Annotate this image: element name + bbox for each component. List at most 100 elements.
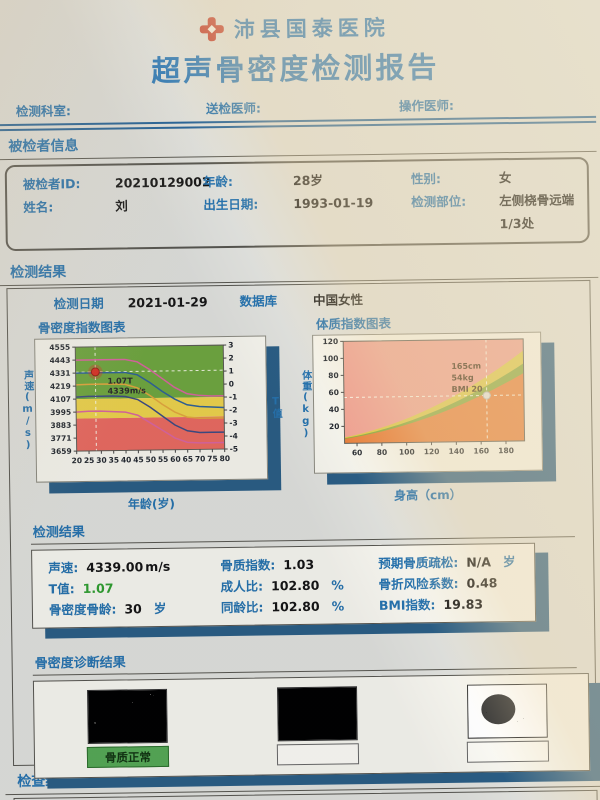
measurement-label: 骨密度骨龄:	[48, 601, 117, 618]
zone-bmi-21	[344, 373, 525, 444]
marker-annotation: 4339m/s	[108, 386, 147, 396]
measurement-label: BMI指数:	[378, 597, 436, 613]
marker-annotation: 54kg	[451, 373, 474, 382]
test-date-label: 检测日期	[53, 295, 104, 312]
measurement-unit: %	[331, 577, 344, 593]
measurement-label: T值:	[48, 581, 75, 597]
tick-label: 4219	[50, 382, 71, 391]
diagnosis-label-empty	[276, 743, 360, 766]
tick-label: 60	[170, 455, 181, 464]
measurement-unit: 岁	[502, 554, 516, 570]
tick-label: 40	[329, 405, 340, 414]
tick-label: -4	[229, 431, 237, 440]
tick-label: 55	[158, 455, 169, 464]
measurement-bmi: BMI指数: 19.83	[379, 593, 535, 616]
patient-info-box: 被检者ID: 20210129002 年龄: 28岁 性别: 女 姓名: 刘 出…	[4, 156, 590, 252]
tick-label: 4331	[50, 369, 71, 378]
data-point-marker	[482, 391, 491, 400]
measurement-label: 声速:	[48, 560, 79, 576]
tick-label: 30	[96, 456, 107, 465]
name-label: 姓名:	[23, 199, 54, 215]
measurement-label: 成人比:	[220, 578, 264, 595]
tick-label: 50	[146, 455, 157, 464]
marker-annotation: BMI 20	[452, 385, 484, 394]
measurement-unit: m/s	[145, 558, 171, 575]
diagnosis-label-empty	[466, 740, 550, 763]
measurement-label: 同龄比:	[220, 599, 264, 616]
bone-texture-osteoporosis-image	[466, 683, 548, 739]
dept-label: 检测科室:	[15, 103, 72, 119]
measurement-bone-index: 骨质指数: 1.03	[220, 553, 378, 576]
marker-annotation: 1.07T	[107, 376, 133, 385]
marker-crosshair-h	[75, 369, 224, 373]
tick-label: 3883	[50, 421, 71, 430]
tick-label: 2	[228, 353, 233, 362]
measurement-value: 19.83	[443, 596, 484, 613]
marker-annotation: 165cm	[451, 362, 481, 371]
zone-osteoporosis	[76, 416, 225, 452]
measurement-adult-ratio: 成人比: 102.80 %	[220, 574, 378, 597]
referrer-label: 送检医师:	[205, 100, 262, 117]
measurement-value: 30	[124, 601, 142, 617]
patient-id-value: 20210129002	[114, 174, 211, 191]
measurement-label: 骨折风险系数:	[378, 575, 459, 592]
measurement-label: 骨质指数:	[220, 557, 276, 574]
tick-label: 20	[72, 456, 83, 465]
measurement-value: 1.03	[283, 556, 315, 573]
tick-label: 35	[109, 456, 120, 465]
measurements-col-1: 声速: 4339.00 m/s T值: 1.07 骨密度骨龄: 30 岁	[48, 555, 221, 620]
measurement-expected-osteoporosis: 预期骨质疏松: N/A 岁	[378, 551, 534, 574]
speed-axis-label: 声速(m/s)	[21, 369, 34, 452]
tick-label: 3771	[51, 434, 72, 443]
t-axis-label: T值	[269, 395, 282, 419]
measurement-unit: 岁	[153, 600, 167, 617]
age-value: 28岁	[292, 172, 323, 189]
tick-label: 80	[220, 454, 231, 463]
database-label: 数据库	[239, 293, 278, 309]
measurement-unit: %	[331, 598, 345, 614]
bone-density-chart-title: 骨密度指数图表	[37, 319, 126, 336]
marker-crosshair-v	[485, 339, 488, 442]
measurement-value: 102.80	[270, 577, 320, 594]
tick-label: 80	[377, 448, 388, 457]
tick-label: 4555	[49, 343, 70, 352]
tick-label: 65	[183, 454, 194, 463]
diagnosis-figure-normal: 骨质正常	[86, 688, 170, 769]
tick-label: 3	[228, 340, 233, 349]
measurements-col-2: 骨质指数: 1.03 成人比: 102.80 % 同龄比: 102.80 %	[220, 553, 379, 618]
bmi-chart-card: 165cm 54kg BMI 20 120 100 80 60 40 20 60 80 100 120 1…	[312, 331, 544, 474]
marker-crosshair-h	[343, 394, 524, 398]
test-date-value: 2021-01-29	[127, 294, 208, 311]
marker-crosshair-v	[94, 346, 97, 451]
weight-axis-label: 体重(kg)	[299, 369, 312, 440]
measurement-value: 102.80	[271, 598, 320, 615]
site-label: 检测部位:	[411, 193, 467, 210]
series-T-1SD	[75, 395, 225, 434]
tick-label: 4107	[50, 395, 71, 404]
series-T-2SD	[76, 410, 225, 444]
tick-label: 100	[323, 354, 339, 363]
tick-label: 20	[329, 422, 340, 431]
tick-label: 25	[84, 456, 95, 465]
marker-halo	[88, 364, 103, 380]
patient-row-2: 姓名: 刘 出生日期: 1993-01-19 检测部位: 左侧桡骨远端1/3处	[23, 188, 578, 242]
patient-id-label: 被检者ID:	[22, 176, 81, 192]
bmi-chart: 体质指数图表 体重(kg) 165cm 54kg BMI 20 120 100 80 60 4…	[296, 311, 544, 510]
age-axis-label: 年龄(岁)	[127, 496, 176, 512]
tick-label: 80	[328, 371, 339, 380]
age-label: 年龄:	[202, 173, 234, 190]
tick-label: -2	[229, 405, 237, 414]
gender-value: 女	[498, 170, 512, 186]
bone-density-chart-svg: 1.07T4339m/s4555444343314219410739953883…	[49, 340, 238, 465]
name-value: 刘	[115, 198, 128, 214]
tick-label: -3	[229, 418, 237, 427]
results-outer-box: 检测日期 2021-01-29 数据库 中国女性 骨密度指数图表 声速(m/s)…	[6, 279, 598, 779]
diagnosis-title: 骨密度诊断结果	[32, 645, 577, 676]
measurement-speed: 声速: 4339.00 m/s	[48, 555, 220, 578]
hospital-name: 沛县国泰医院	[233, 15, 390, 42]
birth-label: 出生日期:	[203, 196, 259, 213]
site-value: 左侧桡骨远端1/3处	[499, 192, 575, 232]
birth-value: 1993-01-19	[293, 194, 374, 212]
tick-label: 140	[449, 447, 465, 456]
diagnosis-result-badge: 骨质正常	[86, 745, 170, 769]
